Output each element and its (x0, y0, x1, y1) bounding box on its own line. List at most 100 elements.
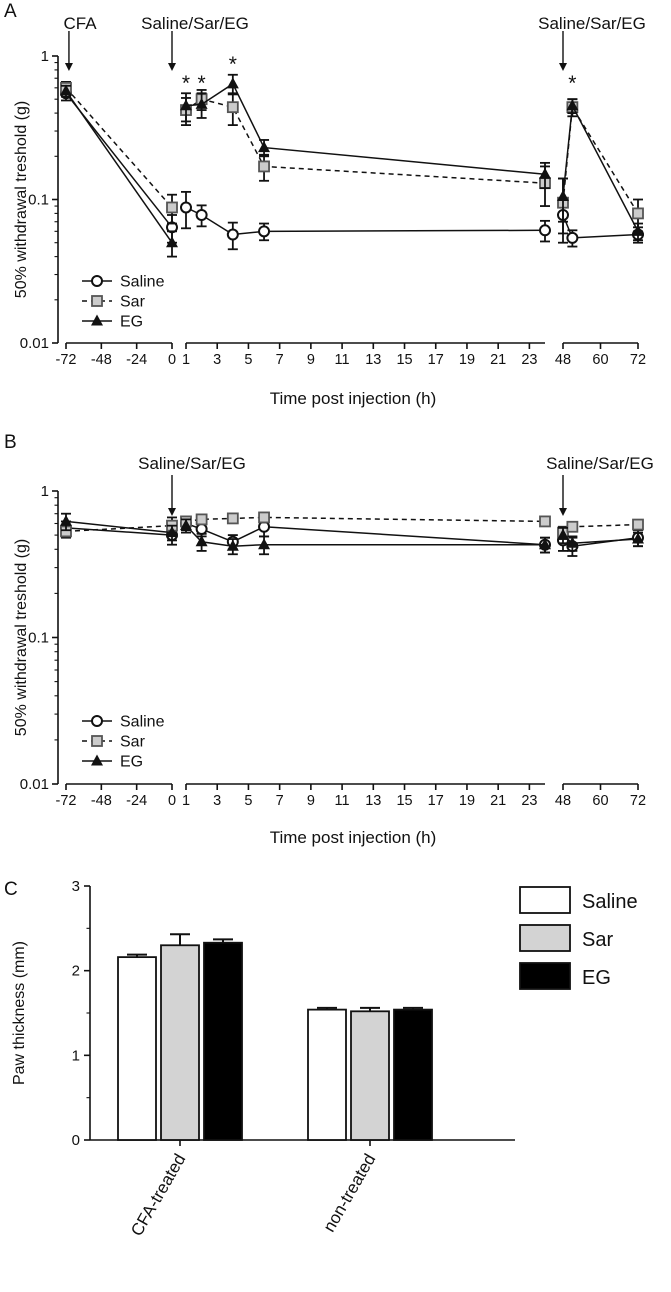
data-point (566, 231, 579, 244)
data-point (226, 228, 239, 241)
data-point (258, 538, 271, 550)
data-point (566, 520, 579, 533)
series-line (185, 98, 546, 184)
data-point (60, 84, 72, 96)
x-tick-label: 5 (244, 352, 252, 368)
x-tick-label: -48 (91, 352, 112, 368)
data-point (566, 536, 579, 548)
data-point (195, 523, 208, 536)
bar-sar (160, 944, 200, 1141)
panel-c-bar-chart: C 0 1 2 3 Paw thickness (mm) CFA-treated non-tr… (4, 878, 638, 1239)
y-tick-label: 3 (72, 878, 80, 895)
y-tick-label: 0.01 (20, 335, 49, 352)
legend-label: Sar (120, 734, 146, 751)
legend-swatch (519, 886, 571, 914)
injection-label: Saline/Sar/EG (546, 454, 654, 473)
legend-label: Saline (582, 891, 638, 913)
bar-saline (117, 956, 157, 1141)
y-tick-label: 0.1 (28, 630, 49, 647)
legend-marker (91, 314, 103, 326)
legend-marker (91, 295, 103, 307)
legend-label: EG (582, 967, 611, 989)
data-point (539, 538, 551, 550)
category-label: CFA-treated (127, 1151, 189, 1240)
data-point (166, 526, 178, 538)
panel-label: C (4, 879, 18, 900)
x-tick-label: -72 (56, 793, 77, 809)
injection-arrow-head (559, 63, 567, 71)
y-tick-label: 1 (41, 483, 49, 500)
data-point (166, 201, 178, 214)
series-eg (60, 73, 644, 258)
injection-label: Saline/Sar/EG (538, 14, 646, 33)
x-tick-label: 48 (555, 793, 571, 809)
x-tick-label: 17 (428, 793, 444, 809)
series-saline (60, 516, 644, 557)
data-point (258, 141, 271, 153)
x-tick-label: 1 (182, 352, 190, 368)
x-tick-label: -48 (91, 793, 112, 809)
x-tick-label: 7 (276, 793, 284, 809)
data-point (539, 515, 551, 528)
bar-eg (203, 941, 243, 1141)
data-point (632, 518, 644, 531)
x-tick-label: -72 (56, 352, 77, 368)
series-line (65, 87, 173, 208)
data-point (195, 208, 208, 221)
y-axis-title: 50% withdrawal treshold (g) (13, 101, 30, 298)
x-tick-label: 23 (521, 352, 537, 368)
x-tick-label: 72 (630, 793, 646, 809)
series-line (562, 103, 639, 232)
legend-swatch (519, 924, 571, 952)
x-tick-label: 3 (213, 352, 221, 368)
series-sar (60, 80, 644, 244)
data-point (566, 99, 579, 111)
x-tick-label: 21 (490, 352, 506, 368)
series-line (65, 527, 173, 536)
x-tick-label: 19 (459, 793, 475, 809)
x-tick-label: 13 (365, 352, 381, 368)
significance-star: * (568, 72, 576, 95)
x-tick-label: 23 (521, 793, 537, 809)
data-point (632, 207, 644, 220)
y-tick-label: 1 (41, 48, 49, 65)
data-point (180, 99, 192, 111)
series-line (185, 525, 545, 547)
data-point (195, 535, 208, 547)
data-point (166, 236, 178, 248)
series-saline (60, 85, 644, 251)
data-point (226, 512, 239, 525)
data-point (226, 539, 239, 551)
x-tick-label: 72 (630, 352, 646, 368)
legend-label: Saline (120, 714, 165, 731)
y-axis-title: 50% withdrawal treshold (g) (13, 539, 30, 736)
legend-label: Sar (120, 294, 146, 311)
data-point (557, 189, 569, 201)
injection-arrow-head (168, 63, 176, 71)
series-eg (60, 512, 644, 556)
x-tick-label: 60 (592, 352, 608, 368)
legend-label: EG (120, 314, 143, 331)
legend-marker (91, 754, 103, 766)
x-tick-label: 9 (307, 793, 315, 809)
x-tick-label: 17 (428, 352, 444, 368)
injection-arrow-head (559, 508, 567, 516)
data-point (195, 513, 208, 526)
y-tick-label: 0.1 (28, 192, 49, 209)
x-tick-label: 13 (365, 793, 381, 809)
data-point (226, 101, 239, 114)
x-tick-label: 11 (335, 793, 350, 809)
series-line (65, 90, 173, 244)
significance-star: * (198, 72, 206, 95)
y-axis-title: Paw thickness (mm) (11, 941, 28, 1085)
bar-sar (350, 1010, 390, 1141)
x-tick-label: 9 (307, 352, 315, 368)
x-tick-label: 15 (396, 793, 412, 809)
x-tick-label: 60 (592, 793, 608, 809)
data-point (180, 519, 192, 531)
injection-arrow-head (64, 63, 73, 71)
data-point (180, 201, 192, 214)
